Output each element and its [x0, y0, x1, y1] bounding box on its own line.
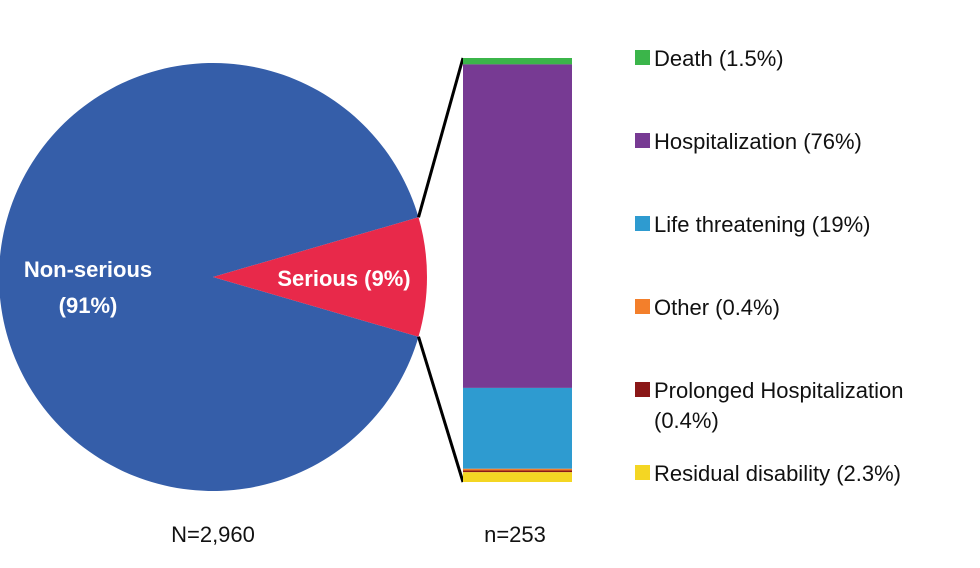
legend-swatch-hospitalization: [635, 133, 650, 148]
legend-label-hospitalization: Hospitalization (76%): [654, 129, 862, 154]
pie-slice-non-serious: [0, 63, 419, 491]
connector-lines: [417, 57, 465, 483]
legend-label-residual-disability: Residual disability (2.3%): [654, 461, 901, 486]
connector-line-top: [417, 57, 465, 218]
legend-swatch-prolonged-hospitalization: [635, 382, 650, 397]
pie-slice-serious: [213, 217, 427, 337]
stacked-bar: [463, 58, 572, 482]
legend-swatch-life-threatening: [635, 216, 650, 231]
pie-label-non-serious: Non-serious: [24, 257, 152, 282]
pie-label-serious: Serious (9%): [277, 266, 410, 291]
legend-label-prolonged-hospitalization-pct: (0.4%): [654, 408, 719, 433]
legend-label-death: Death (1.5%): [654, 46, 784, 71]
bar-caption: n=253: [484, 522, 546, 547]
legend-swatch-death: [635, 50, 650, 65]
bar-segment-hospitalization: [463, 64, 572, 388]
bar-segment-life-threatening: [463, 387, 572, 469]
pie-label-non-serious-pct: (91%): [59, 293, 118, 318]
legend-label-life-threatening: Life threatening (19%): [654, 212, 870, 237]
legend-label-prolonged-hospitalization: Prolonged Hospitalization: [654, 378, 904, 403]
bar-segment-other: [463, 468, 572, 471]
bar-segment-prolonged-hospitalization: [463, 470, 572, 473]
bar-segment-death: [463, 58, 572, 65]
pie-chart: [0, 63, 427, 491]
legend-label-other: Other (0.4%): [654, 295, 780, 320]
legend: Death (1.5%) Hospitalization (76%) Life th…: [635, 46, 904, 486]
legend-swatch-other: [635, 299, 650, 314]
connector-line-bottom: [417, 336, 465, 483]
legend-swatch-residual-disability: [635, 465, 650, 480]
bar-segment-residual-disability: [463, 472, 572, 482]
pie-caption: N=2,960: [171, 522, 255, 547]
